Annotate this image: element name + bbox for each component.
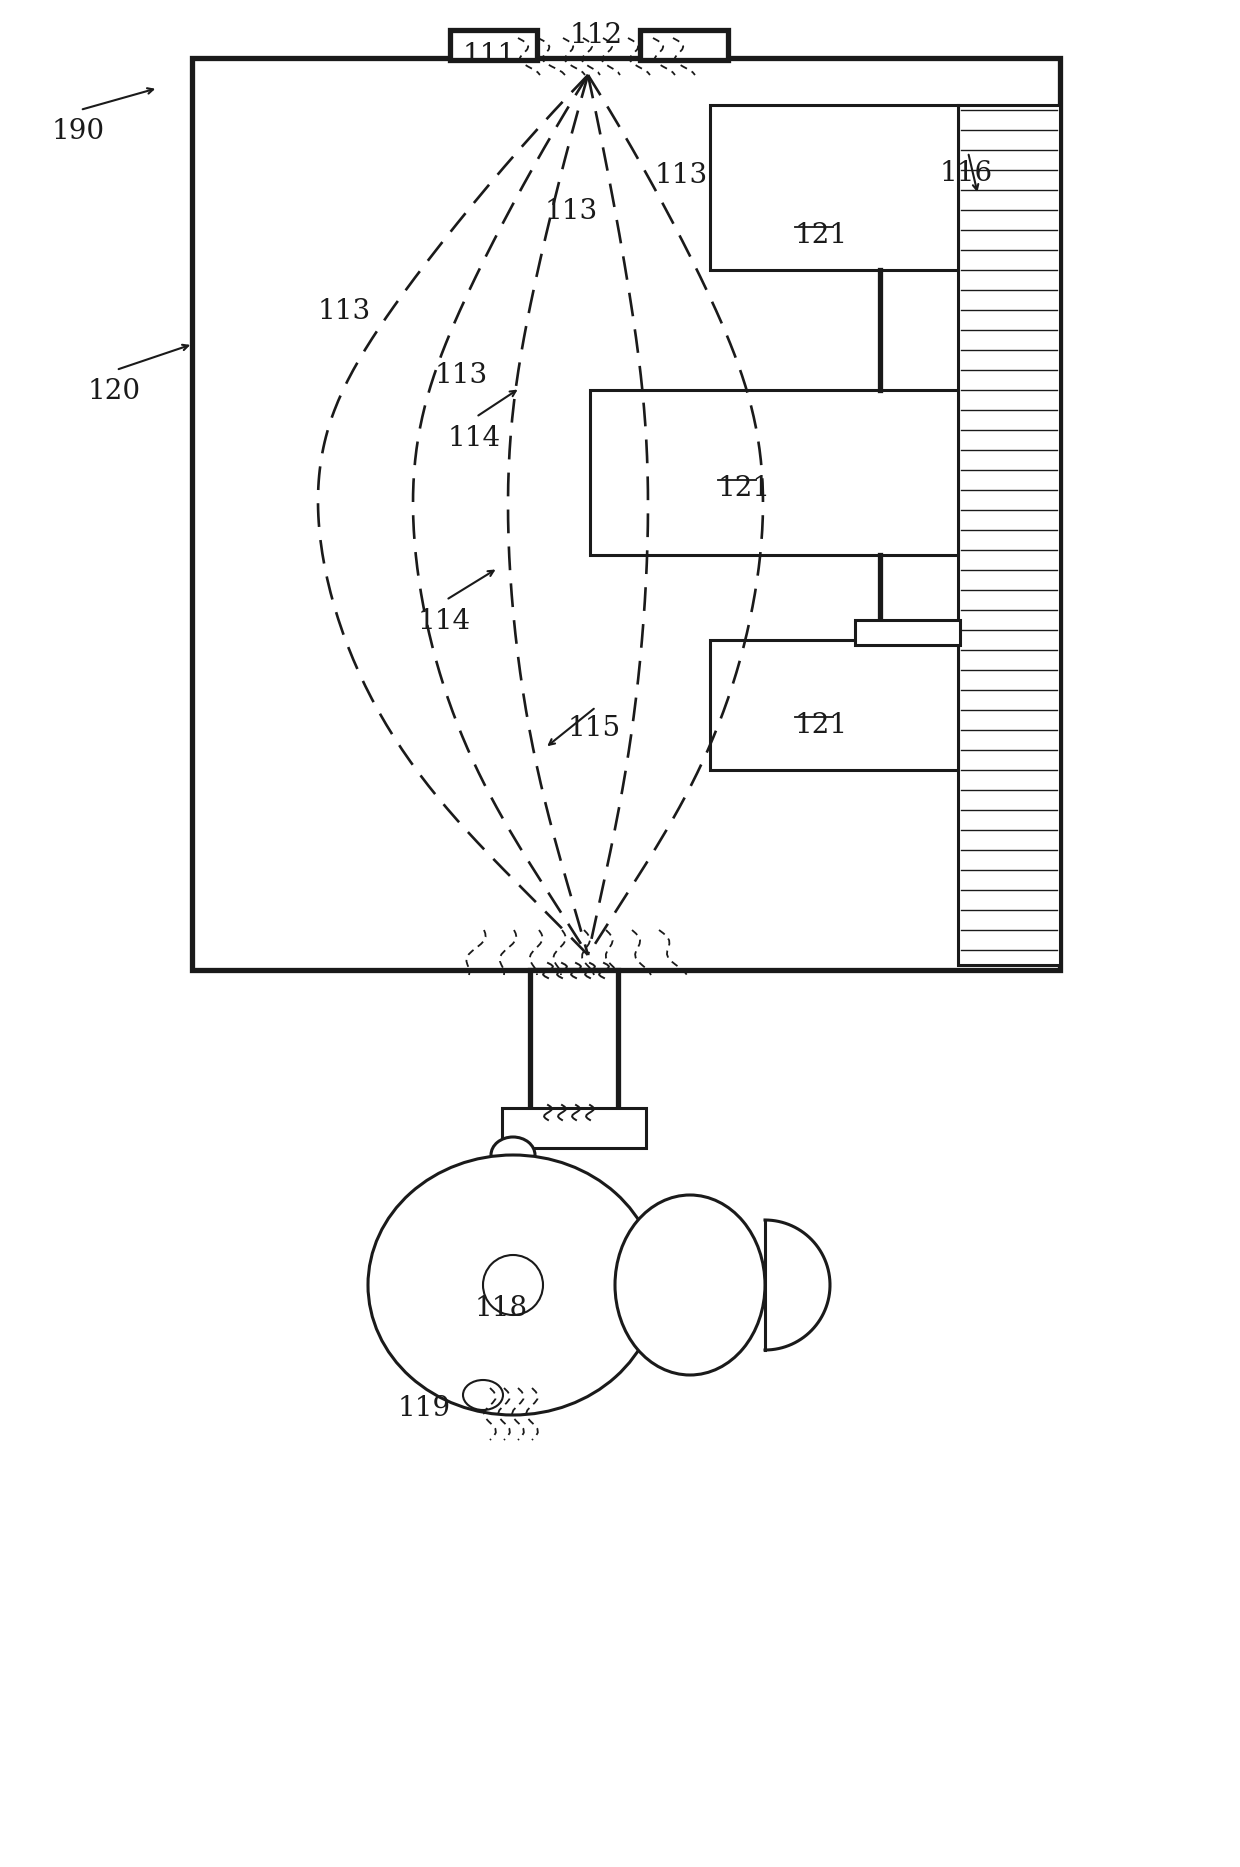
Bar <box>856 620 960 644</box>
Bar <box>959 105 1060 965</box>
Text: 113: 113 <box>435 362 489 388</box>
Text: 115: 115 <box>568 715 621 741</box>
Text: 112: 112 <box>570 22 624 49</box>
Text: 121: 121 <box>795 222 848 248</box>
Bar <box>590 390 959 554</box>
Ellipse shape <box>491 1137 534 1172</box>
Text: 121: 121 <box>718 474 771 502</box>
Text: 113: 113 <box>655 162 708 189</box>
Bar <box>502 1107 646 1148</box>
Text: 113: 113 <box>317 299 371 325</box>
Text: 121: 121 <box>795 711 848 739</box>
Ellipse shape <box>368 1156 658 1415</box>
Text: 119: 119 <box>398 1395 451 1423</box>
Ellipse shape <box>463 1380 503 1410</box>
Bar <box>192 58 1060 971</box>
Text: 116: 116 <box>940 161 993 187</box>
Text: 118: 118 <box>475 1296 528 1322</box>
Ellipse shape <box>615 1195 765 1374</box>
Text: 114: 114 <box>418 609 471 635</box>
Bar <box>640 30 728 60</box>
Text: 113: 113 <box>546 198 598 226</box>
Text: 111: 111 <box>463 41 516 69</box>
Text: 114: 114 <box>448 426 501 452</box>
Bar <box>711 105 959 271</box>
Ellipse shape <box>484 1255 543 1314</box>
Bar <box>711 640 959 769</box>
Bar <box>450 30 537 60</box>
Text: 120: 120 <box>88 377 141 405</box>
Text: 190: 190 <box>52 118 105 146</box>
Bar <box>529 971 618 1111</box>
